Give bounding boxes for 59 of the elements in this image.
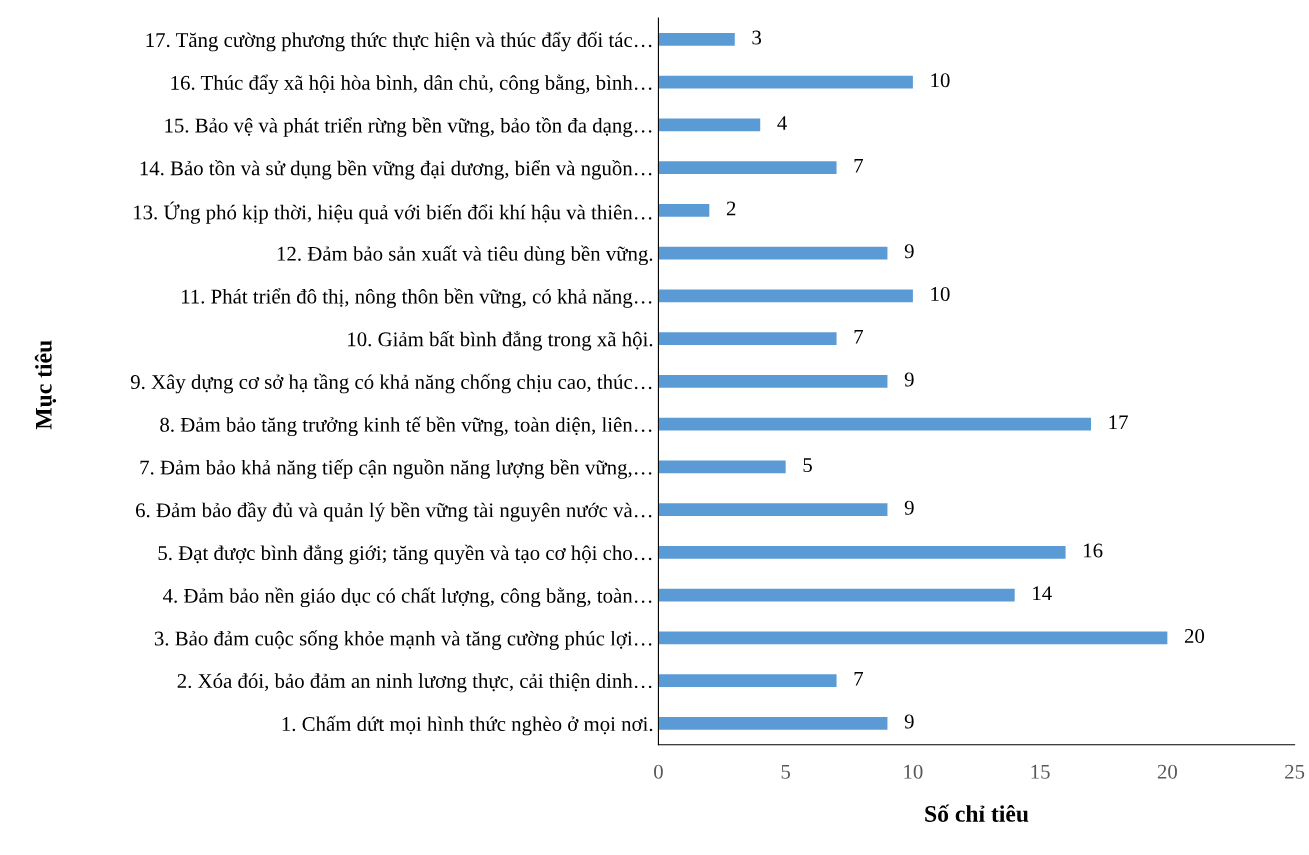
bar	[658, 417, 1092, 431]
y-tick-label: 13. Ứng phó kịp thời, hiệu quả với biến đổi khí hậu và thiên…	[134, 201, 652, 224]
y-tick-label: 15. Bảo vệ và phát triển rừng bền vững, bảo tồn đa dạng…	[165, 117, 652, 137]
y-tick-label: 12. Đảm bảo sản xuất và tiêu dùng bền vững.	[277, 245, 653, 266]
x-tick-label: 20	[1157, 764, 1177, 779]
data-label: 10	[931, 73, 950, 88]
y-tick-label: 2. Xóa đói, bảo đảm an ninh lương thực, cải thiện dinh…	[177, 673, 652, 693]
bar	[658, 588, 1015, 602]
data-label: 9	[904, 714, 914, 729]
y-tick-label: 14. Bảo tồn và sử dụng bền vững đại dương, biển và nguồn…	[140, 160, 652, 180]
bar	[658, 545, 1066, 559]
x-tick-label: 15	[1031, 764, 1050, 779]
y-tick-label: 3. Bảo đảm cuộc sống khỏe mạnh và tăng cường phúc lợi…	[154, 630, 652, 650]
bar	[658, 716, 888, 730]
data-label: 4	[777, 116, 787, 130]
y-tick-label: 10. Giảm bất bình đẳng trong xã hội.	[348, 331, 653, 351]
y-axis-title: Mục tiêu	[34, 340, 57, 430]
y-tick-label: 11. Phát triển đô thị, nông thôn bền vững, có khả năng…	[181, 288, 652, 308]
bar	[658, 246, 888, 260]
bar	[658, 203, 710, 217]
bar	[658, 32, 735, 46]
x-axis-title: Số chỉ tiêu	[925, 804, 1029, 822]
y-tick-label: 8. Đảm bảo tăng trưởng kinh tế bền vững, toàn diện, liên…	[160, 416, 652, 437]
data-label: 7	[854, 671, 864, 686]
data-label: 16	[1084, 543, 1103, 558]
data-label: 14	[1033, 586, 1052, 601]
data-label: 7	[854, 329, 864, 344]
y-tick-label: 4. Đảm bảo nền giáo dục có chất lượng, công bằng, toàn…	[163, 587, 652, 608]
data-label: 17	[1109, 415, 1128, 430]
data-label: 20	[1184, 628, 1205, 644]
bar	[658, 289, 913, 303]
data-label: 3	[752, 30, 762, 45]
bar	[658, 631, 1168, 645]
bar	[658, 674, 837, 687]
bar	[658, 161, 837, 174]
data-label: 9	[904, 500, 914, 515]
bar	[658, 503, 888, 516]
data-label: 10	[931, 286, 950, 302]
x-tick-label: 0	[654, 764, 663, 779]
bar	[658, 332, 837, 345]
y-tick-label: 5. Đạt được bình đẳng giới; tăng quyền và tạo cơ hội cho…	[158, 544, 652, 565]
data-label: 5	[803, 458, 812, 473]
y-tick-label: 17. Tăng cường phương thức thực hiện và thúc đẩy đối tác…	[146, 31, 652, 52]
bar	[658, 374, 888, 388]
y-tick-label: 6. Đảm bảo đầy đủ và quản lý bền vững tài nguyên nước và…	[136, 502, 652, 522]
x-tick-label: 10	[904, 764, 923, 779]
data-label: 2	[726, 201, 736, 216]
y-tick-label: 7. Đảm bảo khả năng tiếp cận nguồn năng lượng bền vững,…	[140, 459, 652, 479]
y-tick-label: 9. Xây dựng cơ sở hạ tầng có khả năng chống chịu cao, thúc…	[130, 373, 652, 394]
x-tick-label: 25	[1285, 764, 1305, 779]
data-label: 9	[904, 372, 914, 387]
data-label: 7	[854, 158, 864, 173]
x-tick-label: 5	[781, 764, 791, 779]
bar	[658, 460, 786, 474]
y-tick-label: 1. Chấm dứt mọi hình thức nghèo ở mọi nơi.	[282, 715, 653, 736]
bar	[658, 75, 913, 89]
y-tick-label: 16. Thúc đẩy xã hội hòa bình, dân chủ, công bằng, bình…	[171, 74, 652, 95]
bar	[658, 118, 761, 132]
data-label: 9	[904, 244, 914, 259]
